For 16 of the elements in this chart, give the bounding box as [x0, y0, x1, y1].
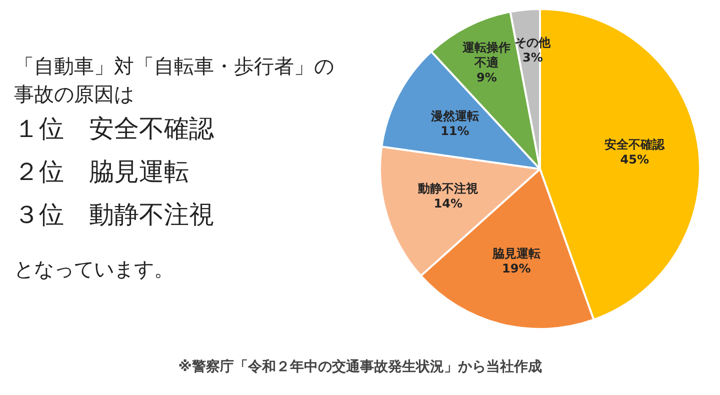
- data-label: 19%: [502, 262, 531, 276]
- data-label: 9%: [476, 70, 497, 84]
- slice-label: 安全不確認: [604, 137, 666, 152]
- text: １位 安全不確認: [14, 113, 214, 145]
- slice-label: 運転操作不適: [462, 40, 511, 70]
- slice-label: 脇見運転: [491, 246, 540, 261]
- slice-label: 動静不注視: [417, 182, 480, 196]
- slice-label: 漫然運転: [430, 109, 479, 124]
- text: 「自動車」対「自転車・歩行者」の事故の原因は: [14, 53, 334, 108]
- data-label: 11%: [440, 124, 470, 138]
- text: ２位 脇見運転: [14, 156, 189, 188]
- data-label: 45%: [620, 152, 649, 166]
- text: ３位 動静不注視: [14, 199, 214, 231]
- data-label: 14%: [434, 196, 463, 211]
- text: となっています。: [14, 256, 174, 283]
- text: ※警察庁「令和２年中の交通事故発生状況」から当社作成: [177, 358, 543, 376]
